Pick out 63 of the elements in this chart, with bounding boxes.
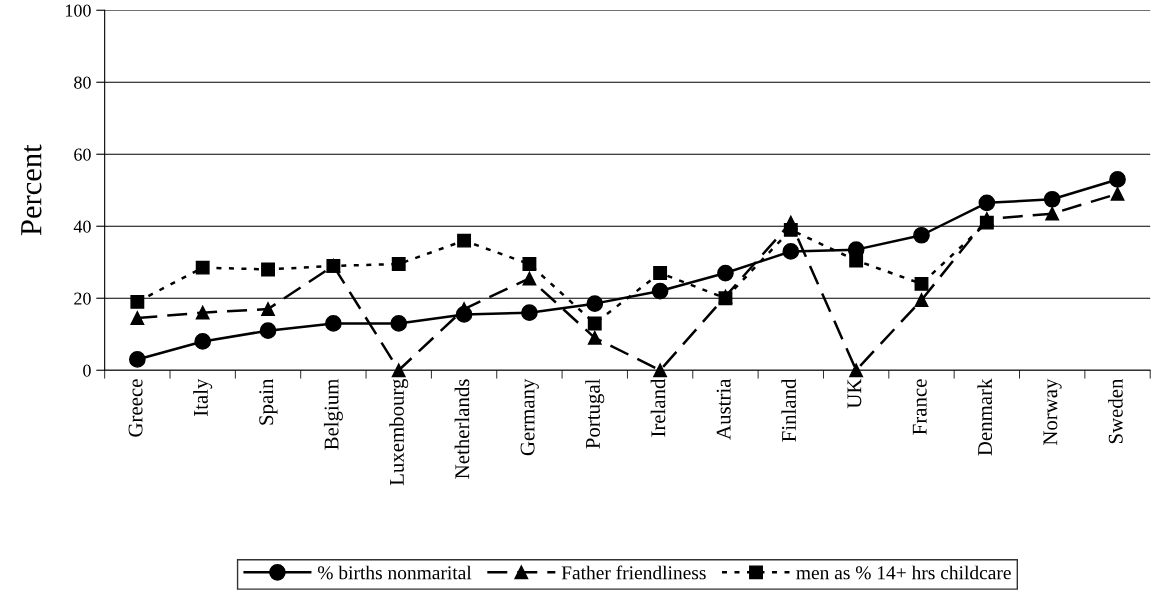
x-tick-label: Spain	[259, 378, 278, 425]
point	[653, 266, 668, 280]
x-tick-label: Norway	[1043, 378, 1062, 446]
point	[261, 262, 275, 277]
point	[978, 194, 996, 212]
y-tick-label: 80	[74, 76, 91, 89]
point	[522, 271, 537, 286]
point	[130, 311, 145, 325]
point	[587, 330, 602, 345]
y-tick-label: 100	[65, 4, 91, 17]
point	[914, 293, 929, 307]
point	[1109, 171, 1126, 188]
x-tick-label: Italy	[193, 378, 213, 416]
point	[586, 295, 604, 312]
point	[390, 315, 408, 332]
x-tick-label: Sweden	[1108, 378, 1123, 444]
x-tick-label: Belgium	[323, 378, 343, 450]
legend-label: men as % 14+ hrs childcare	[796, 565, 1011, 580]
point	[979, 215, 994, 230]
point	[522, 257, 537, 271]
y-tick-label: 20	[74, 292, 91, 305]
point	[195, 260, 210, 275]
point	[651, 282, 669, 300]
point	[391, 257, 406, 271]
point	[717, 264, 734, 282]
x-tick-label: Denmark	[977, 378, 993, 456]
point	[129, 351, 146, 368]
x-tick-label: Austria	[716, 378, 731, 440]
point	[783, 222, 798, 237]
point	[849, 363, 864, 378]
x-tick-label: Portugal	[585, 378, 605, 449]
point	[457, 233, 472, 248]
point	[587, 316, 602, 331]
point	[1043, 190, 1061, 208]
legend-label: Father friendliness	[561, 565, 706, 580]
x-tick-label: France	[912, 379, 927, 435]
y-tick-label: 40	[73, 220, 91, 233]
y-axis-title: Percent	[21, 144, 42, 236]
point	[1045, 206, 1060, 221]
point	[849, 253, 864, 268]
point	[913, 226, 930, 244]
point	[325, 315, 342, 332]
x-tick-label: Germany	[520, 378, 539, 456]
x-tick-label: Finland	[781, 378, 797, 442]
point	[194, 333, 212, 350]
point	[782, 243, 800, 260]
point	[653, 363, 668, 378]
point	[521, 304, 538, 321]
point	[130, 294, 145, 309]
x-tick-label: Netherlands	[454, 379, 470, 479]
point	[914, 276, 929, 291]
x-tick-label: UK	[847, 378, 862, 409]
x-tick-label: Ireland	[650, 378, 666, 437]
point	[261, 302, 275, 316]
point	[259, 322, 277, 339]
point	[195, 305, 210, 320]
y-tick-label: 0	[83, 364, 91, 377]
point	[1110, 186, 1125, 201]
x-tick-label: Greece	[128, 379, 143, 437]
point	[391, 363, 406, 378]
legend-label: % births nonmarital	[317, 565, 472, 580]
y-tick-label: 60	[74, 148, 91, 161]
x-tick-label: Luxembourg	[389, 378, 409, 486]
